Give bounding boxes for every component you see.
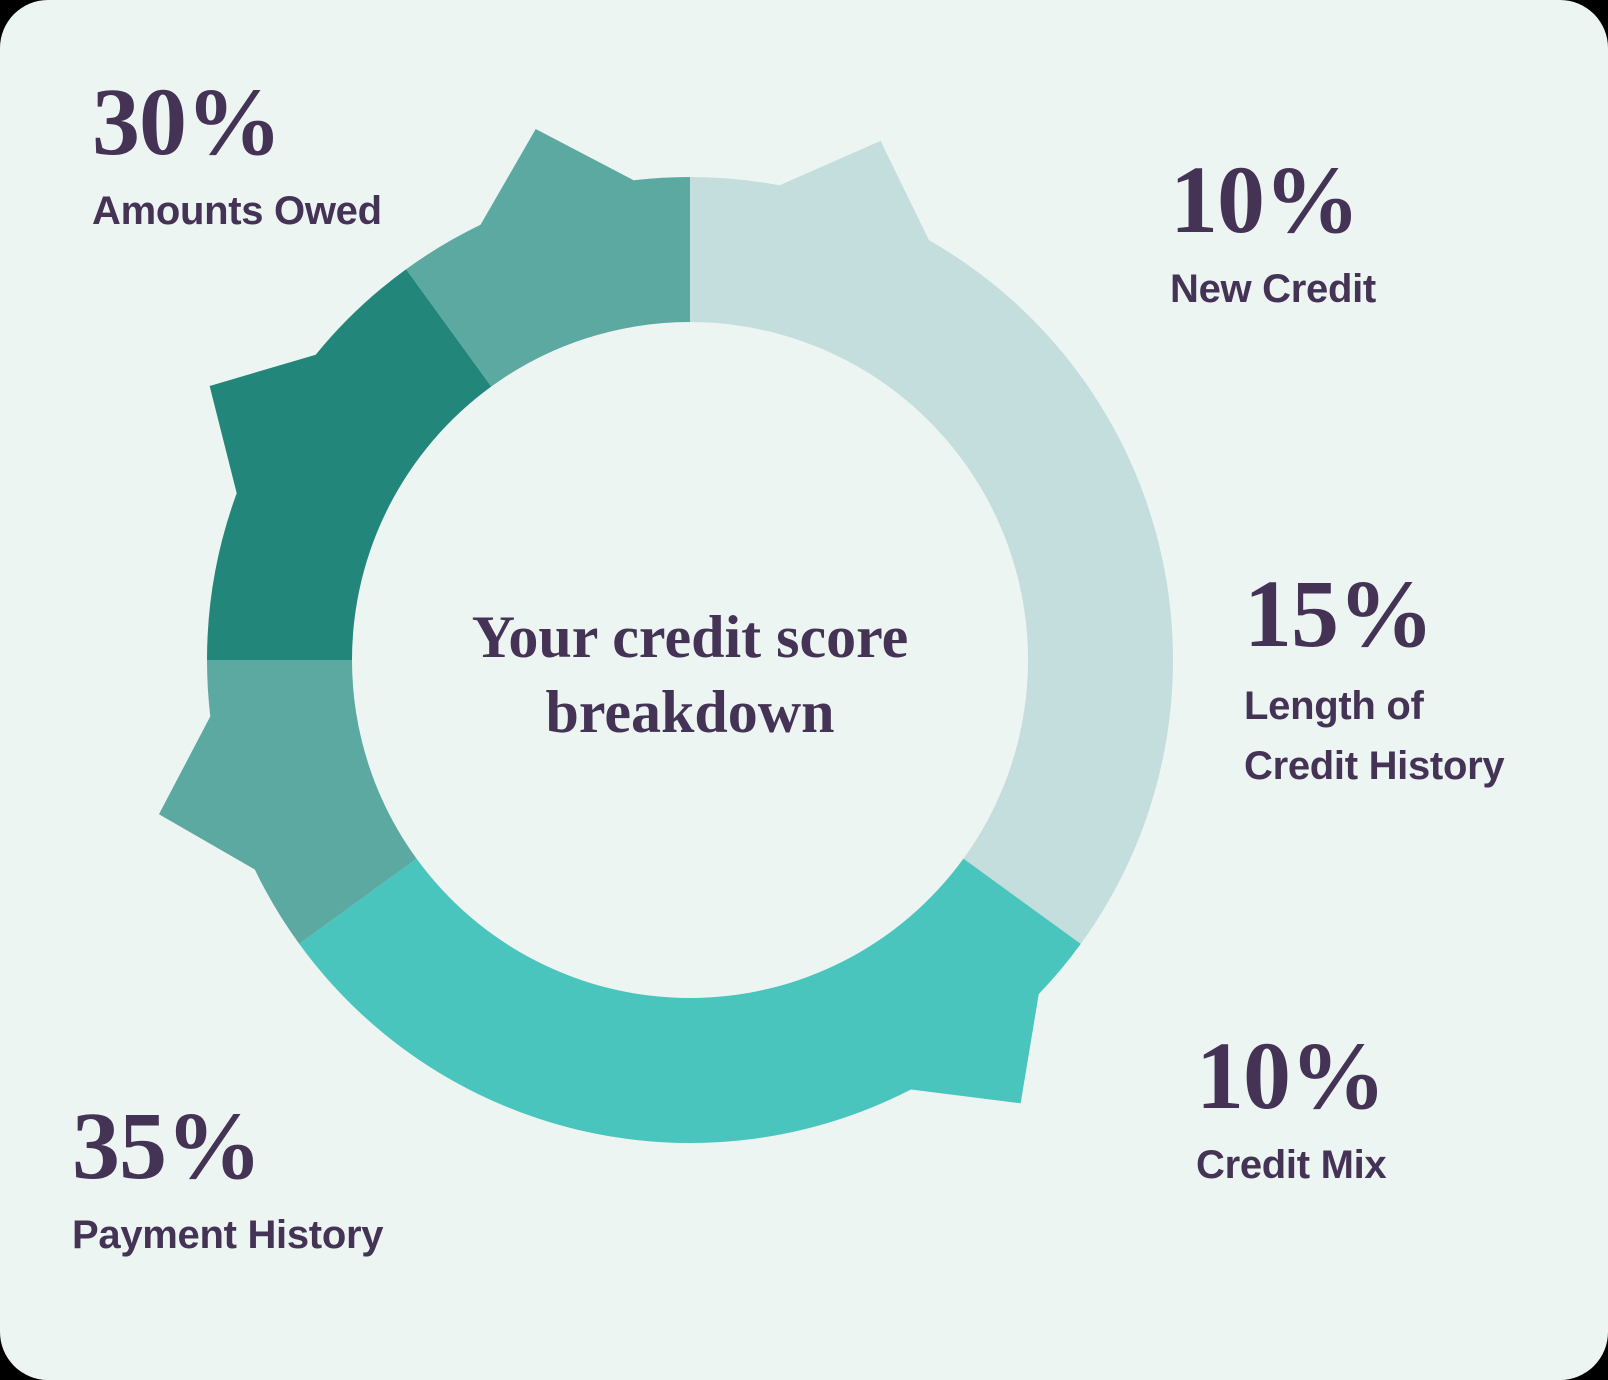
donut-slice-group: [158, 128, 1174, 1144]
label-amounts-owed-name: Amounts Owed: [92, 189, 382, 233]
label-new-credit-name: New Credit: [1170, 267, 1376, 311]
label-payment-history-percent: 35%: [72, 1092, 262, 1199]
label-length-of-credit-history: 15% Length of Credit History: [1244, 560, 1505, 796]
donut-slice-amounts-owed: [299, 858, 1081, 1144]
donut-slice-payment-history: [690, 140, 1174, 944]
label-payment-history: 35% Payment History: [72, 1098, 383, 1262]
center-title-line1: Your credit score: [471, 604, 909, 670]
donut-slice-credit-mix: [406, 128, 690, 387]
label-new-credit-percent: 10%: [1170, 146, 1360, 253]
label-credit-mix-percent: 10%: [1196, 1022, 1386, 1129]
label-new-credit: 10% New Credit: [1170, 152, 1376, 316]
label-credit-mix-name: Credit Mix: [1196, 1143, 1387, 1187]
donut-slice-new-credit: [158, 660, 417, 944]
label-amounts-owed-percent: 30%: [92, 68, 282, 175]
label-credit-mix: 10% Credit Mix: [1196, 1022, 1387, 1192]
label-payment-history-name: Payment History: [72, 1213, 384, 1257]
donut-slice-length-of-credit-history: [207, 269, 492, 660]
chart-center-title: Your credit score breakdown: [390, 600, 990, 750]
label-length-of-credit-history-line2: Credit History: [1244, 744, 1505, 788]
center-title-line2: breakdown: [545, 679, 835, 745]
label-length-of-credit-history-name: Length of Credit History: [1244, 676, 1505, 796]
label-length-of-credit-history-line1: Length of: [1244, 684, 1424, 728]
label-amounts-owed: 30% Amounts Owed: [92, 74, 382, 238]
label-length-of-credit-history-percent: 15%: [1244, 560, 1434, 667]
